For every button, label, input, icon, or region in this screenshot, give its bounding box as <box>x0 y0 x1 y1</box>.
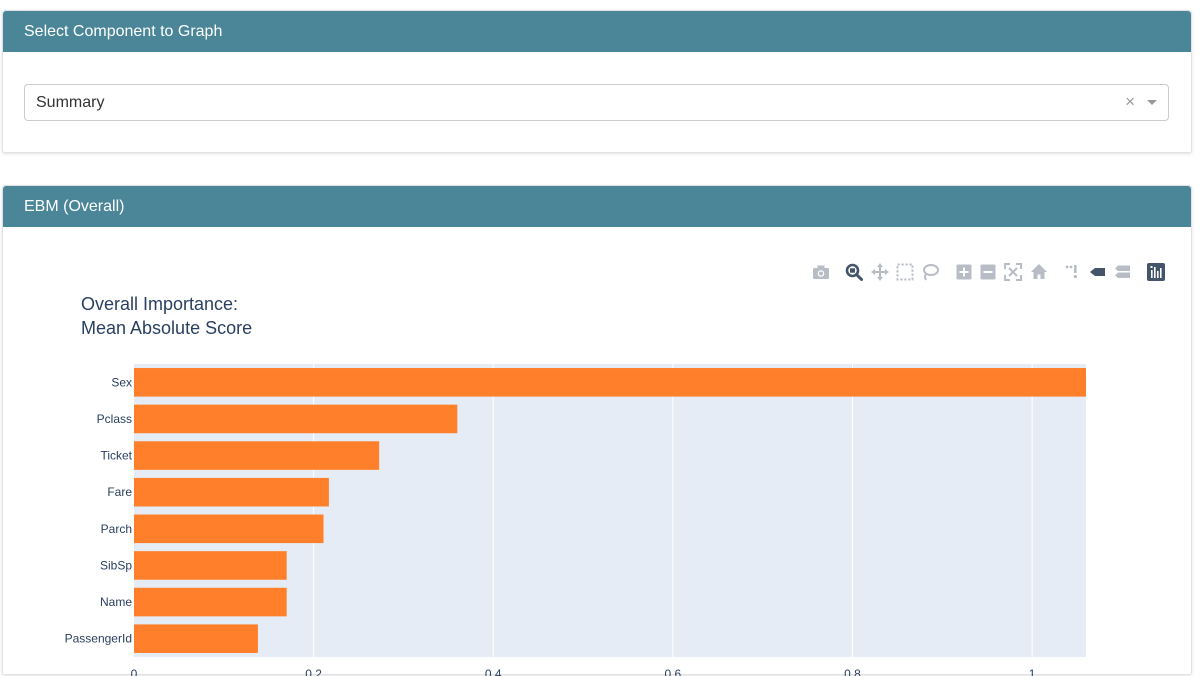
y-tick-label: SibSp <box>100 558 132 572</box>
spike-lines-icon[interactable] <box>1061 262 1081 282</box>
bar-sibsp[interactable] <box>134 551 287 580</box>
bar-ticket[interactable] <box>134 441 380 470</box>
x-tick-label: 0.8 <box>844 667 861 676</box>
chevron-down-icon[interactable] <box>1147 100 1157 105</box>
plot-modebar <box>3 186 1193 281</box>
x-tick-label: 0.6 <box>665 667 682 676</box>
bar-fare[interactable] <box>134 477 329 507</box>
hover-closest-icon[interactable] <box>1087 262 1107 282</box>
zoom-out-icon[interactable] <box>978 262 998 282</box>
clear-selection-icon[interactable]: × <box>1125 92 1135 111</box>
y-tick-label: Pclass <box>97 412 132 426</box>
bar-parch[interactable] <box>134 514 324 544</box>
camera-icon[interactable] <box>811 262 831 282</box>
zoom-icon[interactable] <box>844 262 864 282</box>
bar-name[interactable] <box>134 587 287 617</box>
y-tick-label: Parch <box>101 522 132 536</box>
x-tick-label: 0 <box>131 667 138 676</box>
bar-sex[interactable] <box>134 368 1086 397</box>
bar-pclass[interactable] <box>134 404 458 434</box>
chart-title-line-2: Mean Absolute Score <box>81 318 253 338</box>
chart-title-line-1: Overall Importance: <box>81 294 239 314</box>
y-tick-label: Ticket <box>100 449 132 463</box>
ebm-overall-card: EBM (Overall) <box>2 185 1193 676</box>
y-tick-label: Fare <box>107 485 132 499</box>
pan-icon[interactable] <box>870 262 890 282</box>
importance-bar-chart: 0 0.2 0.4 0.6 0.8 1 Sex Pclass Ticket Fare Parch Si… <box>65 364 1086 676</box>
y-tick-label: PassengerId <box>65 632 132 646</box>
y-tick-label: Name <box>100 595 132 609</box>
lasso-select-icon[interactable] <box>920 262 940 282</box>
ebm-overall-header: EBM (Overall) <box>3 186 1191 227</box>
bar-passengerid[interactable] <box>134 624 258 653</box>
x-tick-label: 0.4 <box>485 667 502 676</box>
dropdown-selected-value: Summary <box>36 94 105 111</box>
plotly-logo-icon[interactable] <box>1146 262 1166 282</box>
component-dropdown[interactable]: Summary × <box>24 84 1169 121</box>
hover-compare-icon[interactable] <box>1112 262 1132 282</box>
chart-title: Overall Importance: Mean Absolute Score <box>81 292 481 340</box>
y-tick-label: Sex <box>111 375 132 389</box>
select-component-card: Select Component to Graph Summary × <box>2 10 1192 153</box>
select-component-header: Select Component to Graph <box>3 11 1191 52</box>
reset-axes-icon[interactable] <box>1029 262 1049 282</box>
autoscale-icon[interactable] <box>1003 262 1023 282</box>
x-tick-label: 0.2 <box>305 667 322 676</box>
box-select-icon[interactable] <box>895 262 915 282</box>
zoom-in-icon[interactable] <box>954 262 974 282</box>
x-tick-label: 1 <box>1029 667 1036 676</box>
